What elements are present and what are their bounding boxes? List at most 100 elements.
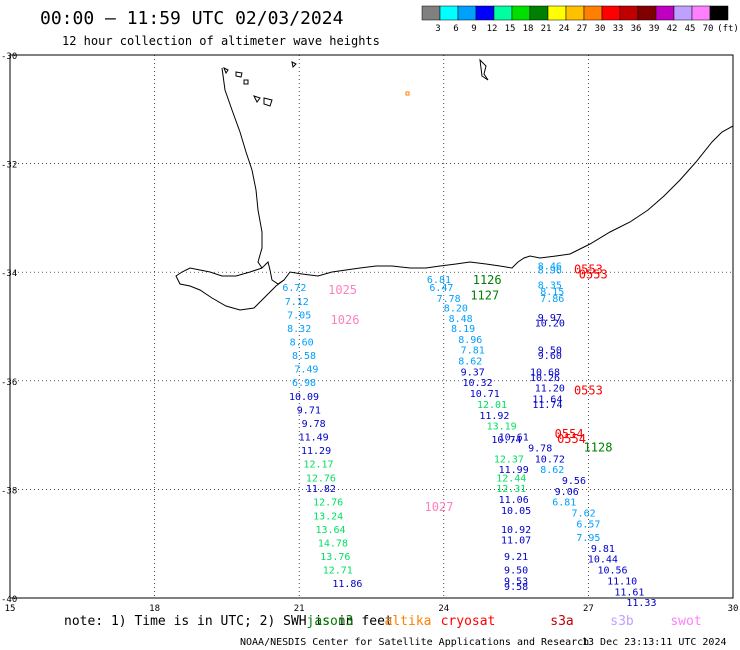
pass-time-label: 1127 xyxy=(470,288,499,302)
wave-height-value: 7.78 xyxy=(437,294,461,305)
wave-height-value: 8.62 xyxy=(540,465,564,476)
coastline xyxy=(221,67,734,285)
wave-height-value: 10.56 xyxy=(597,566,627,577)
map-subtitle: 12 hour collection of altimeter wave hei… xyxy=(62,34,380,48)
pass-time-label: 1027 xyxy=(425,500,454,514)
wave-height-value: 7.86 xyxy=(540,294,564,305)
wave-height-value: 11.86 xyxy=(332,579,362,590)
wave-height-value: 8.32 xyxy=(287,324,311,335)
wave-height-value: 13.76 xyxy=(320,552,350,563)
satellite-legend: jason3 altika cryosat s3a s3b swot xyxy=(307,614,702,629)
wave-height-value: 9.53 xyxy=(504,576,528,587)
satellite-name: s3b xyxy=(610,614,634,629)
wave-height-value: 8.20 xyxy=(444,303,468,314)
legend-swatch xyxy=(439,5,459,21)
wave-height-value: 10.74 xyxy=(491,435,521,446)
wave-height-value: 10.09 xyxy=(289,392,319,403)
pass-time-label: 1126 xyxy=(473,273,502,287)
wave-height-value: 12.76 xyxy=(306,473,336,484)
satellite-name: swot xyxy=(670,614,701,629)
legend-label: 42 xyxy=(667,24,678,34)
wave-height-value: 7.62 xyxy=(572,509,596,520)
legend-swatch xyxy=(637,5,657,21)
pass-time-label: 1025 xyxy=(328,283,357,297)
wave-height-value: 11.06 xyxy=(499,495,529,506)
legend-label: 9 xyxy=(471,24,476,34)
wave-height-value: 10.92 xyxy=(501,525,531,536)
wave-height-value: 12.37 xyxy=(494,454,524,465)
wave-height-value: 9.37 xyxy=(461,367,485,378)
pass-time-label: 0554 xyxy=(555,427,584,441)
wave-height-value: 8.58 xyxy=(292,351,316,362)
wave-height-value: 7.12 xyxy=(285,297,309,308)
generated-timestamp: 13 Dec 23:13:11 UTC 2024 xyxy=(582,637,727,648)
legend-label: 3 xyxy=(435,24,440,34)
legend-label: 36 xyxy=(631,24,642,34)
legend-label: 45 xyxy=(685,24,696,34)
lat-label: -30 xyxy=(1,52,17,62)
legend-swatch xyxy=(421,5,441,21)
legend-label: 21 xyxy=(541,24,552,34)
altimeter-tracks: 6.816.477.788.208.488.198.967.818.626.72… xyxy=(282,261,656,609)
legend-label: 70 xyxy=(703,24,714,34)
wave-height-value: 6.57 xyxy=(576,519,600,530)
wave-height-value: 9.06 xyxy=(555,487,579,498)
lon-label: 24 xyxy=(438,604,449,614)
wave-height-value: 13.24 xyxy=(313,511,343,522)
color-legend: 3 6 9 12 15 18 21 24 27 30 33 36 39 42 45 70 (ft) xyxy=(421,5,739,34)
legend-swatch xyxy=(709,5,729,21)
legend-swatch xyxy=(673,5,693,21)
pass-time-label: 1026 xyxy=(331,313,360,327)
wave-height-value: 9.50 xyxy=(538,346,562,357)
legend-label: 33 xyxy=(613,24,624,34)
wave-height-value: 10.05 xyxy=(501,506,531,517)
wave-height-value: 9.81 xyxy=(591,544,615,555)
legend-label: 24 xyxy=(559,24,570,34)
wave-height-value: 10.71 xyxy=(470,389,500,400)
wave-height-value: 6.47 xyxy=(429,283,453,294)
map-title: 00:00 – 11:59 UTC 02/03/2024 xyxy=(40,8,343,29)
wave-height-value: 8.46 xyxy=(538,261,562,272)
legend-swatch xyxy=(457,5,477,21)
wave-height-value: 9.21 xyxy=(504,552,528,563)
wave-height-value: 9.78 xyxy=(528,443,552,454)
wave-height-value: 11.64 xyxy=(532,395,562,406)
wave-height-value: 8.60 xyxy=(290,338,314,349)
satellite-name: s3a xyxy=(550,614,573,629)
lon-label: 27 xyxy=(583,604,594,614)
wave-height-value: 8.96 xyxy=(458,335,482,346)
legend-swatch xyxy=(583,5,603,21)
wave-height-value: 13.19 xyxy=(487,422,517,433)
legend-label: 18 xyxy=(523,24,534,34)
wave-height-value: 11.99 xyxy=(499,465,529,476)
pass-time-label: 0553 xyxy=(579,268,608,282)
wave-height-value: 10.61 xyxy=(499,433,529,444)
wave-height-value: 14.78 xyxy=(318,538,348,549)
legend-swatch xyxy=(619,5,639,21)
wave-height-value: 11.33 xyxy=(626,598,656,609)
legend-label: 30 xyxy=(595,24,606,34)
legend-swatch xyxy=(493,5,513,21)
wave-height-value: 10.20 xyxy=(535,319,565,330)
pass-time-label: 0554 xyxy=(557,432,586,446)
wave-height-value: 10.44 xyxy=(588,555,618,566)
lon-label: 18 xyxy=(149,604,160,614)
wave-height-value: 6.81 xyxy=(552,498,576,509)
legend-label: 15 xyxy=(505,24,516,34)
wave-height-value: 10.26 xyxy=(530,373,560,384)
wave-height-value: 7.95 xyxy=(576,533,600,544)
pass-time-labels: 1025102610271126112711280553055305530554… xyxy=(328,262,612,514)
legend-label: 6 xyxy=(453,24,458,34)
wave-height-value: 9.60 xyxy=(538,351,562,362)
wave-height-value: 10.72 xyxy=(535,454,565,465)
lon-label: 15 xyxy=(5,604,16,614)
wave-height-value: 7.05 xyxy=(287,310,311,321)
wave-height-value: 12.76 xyxy=(313,498,343,509)
wave-height-value: 13.64 xyxy=(315,525,345,536)
legend-swatch xyxy=(691,5,711,21)
wave-height-value: 8.15 xyxy=(540,287,564,298)
lat-label: -38 xyxy=(1,486,17,496)
legend-swatch xyxy=(565,5,585,21)
